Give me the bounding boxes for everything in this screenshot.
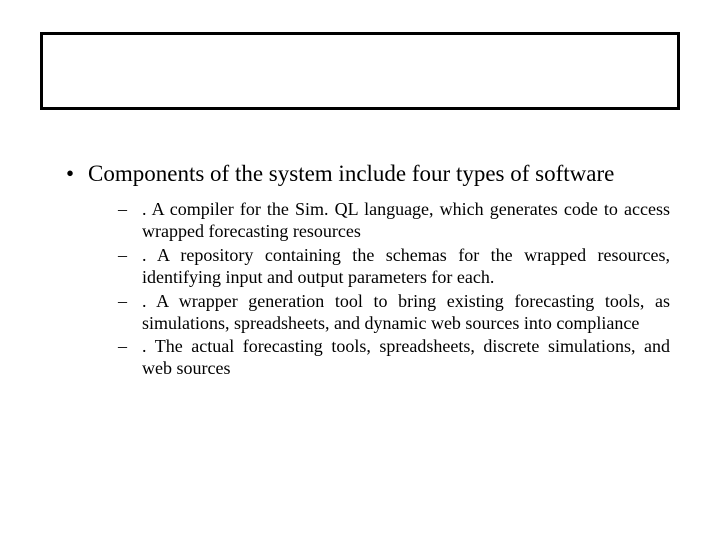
- content-area: Components of the system include four ty…: [60, 160, 670, 388]
- slide: Components of the system include four ty…: [0, 0, 720, 540]
- sub-bullet: . A compiler for the Sim. QL language, w…: [118, 199, 670, 243]
- sub-bullet-text: . A compiler for the Sim. QL language, w…: [142, 199, 670, 241]
- sub-bullet: . The actual forecasting tools, spreadsh…: [118, 336, 670, 380]
- inner-list: . A compiler for the Sim. QL language, w…: [118, 199, 670, 381]
- main-bullet-text: Components of the system include four ty…: [88, 161, 614, 186]
- sub-bullet-text: . The actual forecasting tools, spreadsh…: [142, 336, 670, 378]
- sub-bullet: . A repository containing the schemas fo…: [118, 245, 670, 289]
- sub-bullet-text: . A wrapper generation tool to bring exi…: [142, 291, 670, 333]
- title-box: [40, 32, 680, 110]
- main-bullet: Components of the system include four ty…: [60, 160, 670, 380]
- outer-list: Components of the system include four ty…: [60, 160, 670, 380]
- sub-bullet: . A wrapper generation tool to bring exi…: [118, 291, 670, 335]
- sub-bullet-text: . A repository containing the schemas fo…: [142, 245, 670, 287]
